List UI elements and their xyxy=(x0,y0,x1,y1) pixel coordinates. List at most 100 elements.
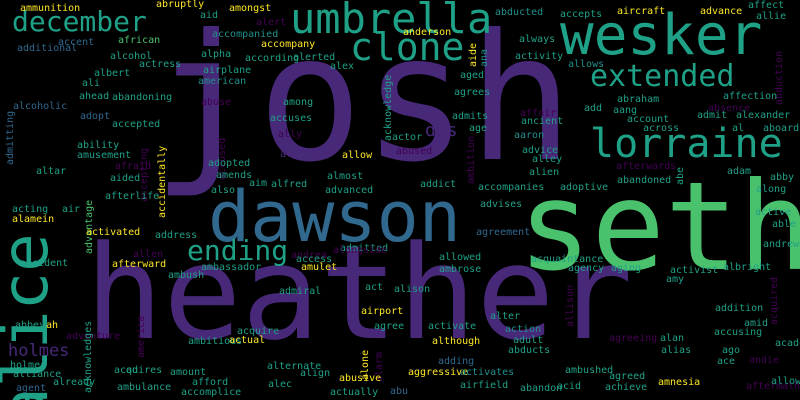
word-alcohol: alcohol xyxy=(110,51,153,62)
word-albert: albert xyxy=(94,68,131,79)
word-accidentally: accidentally xyxy=(157,145,168,218)
word-addition: addition xyxy=(715,303,764,314)
word-ambassador: ambassador xyxy=(201,262,262,273)
word-acquaintance: acquaintance xyxy=(531,254,604,265)
word-abby: abby xyxy=(770,172,795,183)
word-ambushed: ambushed xyxy=(565,365,614,376)
word-always: always xyxy=(519,34,556,45)
word-abducts: abducts xyxy=(508,345,551,356)
word-american: american xyxy=(198,76,247,87)
word-activated: activated xyxy=(86,227,141,238)
word-al: al xyxy=(732,123,745,134)
word-action: action xyxy=(505,324,542,335)
word-abbey: abbey xyxy=(15,320,46,331)
word-agree: agree xyxy=(374,321,405,332)
word-josh: josh xyxy=(152,0,574,201)
word-amusement: amusement xyxy=(77,150,132,161)
word-abused: abused xyxy=(396,146,433,157)
word-activist: activist xyxy=(670,265,719,276)
word-admits: admits xyxy=(452,111,489,122)
word-accident: accident xyxy=(20,258,69,269)
word-alias: alias xyxy=(661,345,692,356)
word-seth: seth xyxy=(518,156,800,298)
word-actually: actually xyxy=(330,387,379,398)
word-ahead: ahead xyxy=(79,91,110,102)
word-amy: amy xyxy=(666,274,685,285)
word-accompany: accompany xyxy=(261,39,316,50)
word-alfred: alfred xyxy=(271,179,308,190)
word-affect: affect xyxy=(748,0,785,11)
word-age: age xyxy=(469,123,488,134)
word-dos: dos xyxy=(425,120,458,141)
word-activate: activate xyxy=(428,321,477,332)
word-admitting: admitting xyxy=(5,110,16,165)
word-december: december xyxy=(12,5,147,38)
word-actor: actor xyxy=(392,132,423,143)
word-ambition: ambition xyxy=(466,135,477,184)
word-admitted: admitted xyxy=(340,243,389,254)
word-umbrella: umbrella xyxy=(290,0,493,43)
word-air: air xyxy=(62,204,81,215)
word-actual: actual xyxy=(229,335,266,346)
word-activates: activates xyxy=(460,367,515,378)
word-affair: affair xyxy=(520,108,557,119)
word-alex: alex xyxy=(330,61,355,72)
word-advice: advice xyxy=(522,145,559,156)
word-dawson: dawson xyxy=(208,176,461,258)
word-advanced: advanced xyxy=(325,185,374,196)
word-acting: acting xyxy=(12,204,49,215)
word-aged: aged xyxy=(460,70,485,81)
word-alpha: alpha xyxy=(201,49,232,60)
word-amid: amid xyxy=(744,318,769,329)
word-african: african xyxy=(118,35,161,46)
word-adoptive: adoptive xyxy=(560,182,609,193)
word-afterwards: afterwards xyxy=(616,161,677,172)
word-accompanied: accompanied xyxy=(212,29,279,40)
word-albright: albright xyxy=(723,262,772,273)
word-amnesia: amnesia xyxy=(658,377,701,388)
word-airplane: airplane xyxy=(203,65,252,76)
word-ana: ana xyxy=(479,48,490,67)
word-agrees: agrees xyxy=(454,87,491,98)
word-alexander: alexander xyxy=(736,110,791,121)
word-allowed: allowed xyxy=(439,252,482,263)
word-afford: afford xyxy=(192,377,229,388)
word-extended: extended xyxy=(590,59,735,94)
word-aging: aging xyxy=(611,263,642,274)
word-access: access xyxy=(296,254,333,265)
word-accent: accent xyxy=(58,37,95,48)
word-address: address xyxy=(155,230,198,241)
word-among: among xyxy=(283,97,314,108)
word-heather: heather xyxy=(85,217,633,369)
word-alternate: alternate xyxy=(267,361,322,372)
word-abu: abu xyxy=(390,386,409,397)
word-abandon: abandon xyxy=(520,383,563,394)
word-almost: almost xyxy=(327,171,364,182)
word-accompanies: accompanies xyxy=(478,182,545,193)
word-amulet: amulet xyxy=(301,262,338,273)
word-afraid: afraid xyxy=(115,161,152,172)
word-accomplice: accomplice xyxy=(181,387,242,398)
word-aided: aided xyxy=(110,173,141,184)
word-allen: allen xyxy=(133,249,164,260)
word-alison: alison xyxy=(394,284,431,295)
word-acid: acid xyxy=(557,381,582,392)
word-anderson: anderson xyxy=(403,27,452,38)
word-additional: additional xyxy=(17,43,78,54)
word-active: active xyxy=(755,207,792,218)
word-aide: aide xyxy=(468,42,479,67)
word-abraham: abraham xyxy=(617,94,660,105)
word-ancient: ancient xyxy=(521,116,564,127)
word-also: also xyxy=(211,185,236,196)
word-advance: advance xyxy=(700,6,743,17)
word-add: add xyxy=(584,103,603,114)
word-agent: agent xyxy=(16,383,47,394)
word-able: able xyxy=(772,219,797,230)
word-accusing: accusing xyxy=(714,327,763,338)
word-ah: ah xyxy=(46,320,59,331)
word-altar: altar xyxy=(36,166,67,177)
word-holmes: holmes xyxy=(10,360,47,371)
word-adventure: adventure xyxy=(66,331,121,342)
word-allowing: allowing xyxy=(771,376,800,387)
